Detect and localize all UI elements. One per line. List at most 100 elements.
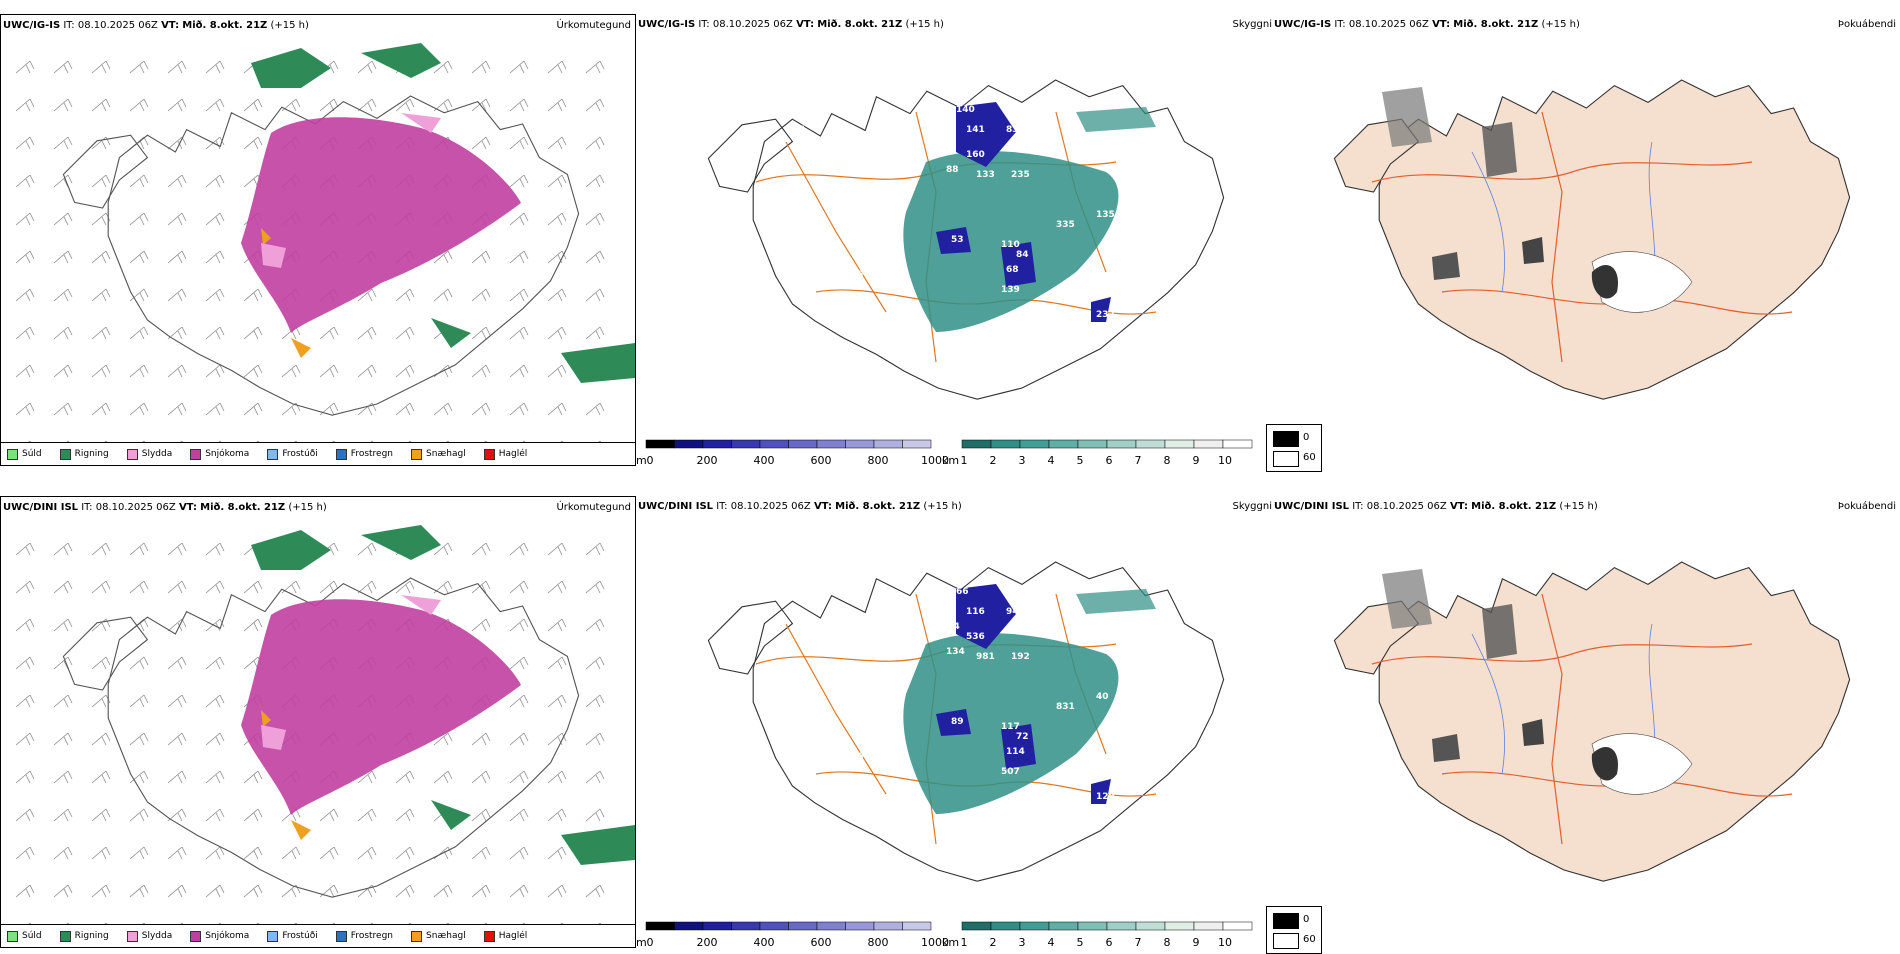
vt-label: VT: [813, 501, 832, 512]
visibility-tick: 7 [1134, 454, 1142, 467]
legend-item: Súld [7, 930, 42, 942]
legend-swatch [59, 930, 71, 942]
ceiling-value-label: 831 [1056, 702, 1075, 712]
ceiling-value-label: 145 [876, 742, 895, 752]
ceiling-value-label: 84 [1016, 250, 1029, 260]
legend-swatch [7, 448, 18, 460]
legend-item: Rigning [59, 448, 109, 460]
legend-swatch [7, 930, 18, 942]
legend-label: Snjókoma [205, 449, 250, 459]
it-label: IT: [81, 502, 93, 513]
ceiling-tick: 800 [867, 936, 889, 949]
ceiling-value-label: 53 [836, 275, 849, 285]
it-label: IT: [716, 501, 728, 512]
ceiling-value-label: 116 [966, 607, 985, 617]
visibility-colorbar: km 1 2 3 4 5 6 7 8 9 10 [942, 920, 1258, 950]
legend-swatch [59, 448, 71, 460]
legend-item: Haglél [483, 930, 527, 942]
legend-label: Haglél [498, 449, 528, 459]
ceiling-value-label: 72 [1016, 732, 1029, 742]
ceiling-tick: 200 [696, 936, 718, 949]
ceiling-value-label: 110 [1001, 240, 1020, 250]
ceiling-value-label: 129 [1096, 792, 1115, 802]
legend-label: Snæhagl [426, 449, 466, 459]
precip-legend: Súld Rigning Slydda Snjókoma Frostúði Fr… [1, 442, 635, 465]
vt-label: VT: [178, 502, 197, 513]
fog-legend-white-label: 60 [1303, 452, 1316, 463]
fog-legend-black-label: 0 [1303, 914, 1310, 925]
vt-label: VT: [796, 19, 815, 30]
vt-value: Mið. 8.okt. 21Z [1453, 19, 1539, 30]
fog-area [1382, 87, 1693, 313]
ceiling-tick: 600 [810, 936, 832, 949]
ceiling-units: m [636, 936, 647, 949]
ceiling-value-label: 133 [976, 170, 995, 180]
fog-legend-white [1273, 933, 1299, 949]
ceiling-value-label: 53 [951, 235, 964, 245]
panel-title: Þokuábendi [1837, 19, 1896, 30]
legend-item: Frostregn [335, 448, 394, 460]
model-name: UWC/IG-IS [638, 19, 696, 30]
ceiling-tick: 800 [867, 454, 889, 467]
ceiling-tick: 1000 [921, 936, 949, 949]
vt-label: VT: [1449, 501, 1468, 512]
ceiling-value-label: 335 [1056, 220, 1075, 230]
ceiling-value-label: 84 [956, 837, 969, 847]
fog-area [1382, 569, 1693, 795]
it-value: 08.10.2025 06Z [95, 502, 176, 513]
panel-header: UWC/DINI ISL IT: 08.10.2025 06Z VT: Mið.… [1274, 501, 1598, 512]
ceiling-value-label: 141 [966, 125, 985, 135]
ceiling-value-label: 114 [1006, 747, 1025, 757]
panel-header: UWC/IG-IS IT: 08.10.2025 06Z VT: Mið. 8.… [1274, 19, 1580, 30]
vt-value: Mið. 8.okt. 21Z [835, 501, 921, 512]
it-value: 08.10.2025 06Z [77, 20, 158, 31]
legend-item: Snæhagl [411, 448, 466, 460]
visibility-panel: UWC/IG-IS IT: 08.10.2025 06Z VT: Mið. 8.… [636, 14, 1272, 468]
legend-swatch [483, 448, 495, 460]
lead-time: (+15 h) [923, 501, 962, 512]
ceiling-value-label: 68 [1006, 265, 1019, 275]
ceiling-value-label: 60 [941, 140, 954, 150]
precip-map [15, 525, 635, 925]
ceiling-value-label: 122 [1016, 587, 1035, 597]
fog-legend-black [1273, 431, 1299, 447]
legend-label: Rigning [74, 931, 109, 941]
vt-value: Mið. 8.okt. 21Z [182, 20, 268, 31]
ceiling-value-label: 135 [1096, 210, 1115, 220]
panel-title: Þokuábendi [1837, 501, 1896, 512]
visibility-tick: 5 [1076, 454, 1084, 467]
ceiling-value-label: 57 [956, 355, 969, 365]
legend-label: Frostregn [350, 449, 394, 459]
visibility-tick: 1 [960, 936, 968, 949]
legend-item: Slydda [126, 930, 172, 942]
visibility-tick: 2 [989, 454, 997, 467]
ceiling-value-label: 76 [761, 577, 774, 587]
legend-swatch [411, 930, 423, 942]
it-value: 08.10.2025 06Z [1366, 501, 1447, 512]
visibility-tick: 6 [1105, 936, 1113, 949]
lead-time: (+15 h) [270, 20, 309, 31]
it-value: 08.10.2025 06Z [712, 19, 793, 30]
fog-legend-black [1273, 913, 1299, 929]
panel-header: UWC/IG-IS IT: 08.10.2025 06Z VT: Mið. 8.… [3, 20, 309, 31]
ceiling-value-label: 235 [1011, 170, 1030, 180]
visibility-tick: 3 [1018, 936, 1026, 949]
hail-area [261, 710, 311, 840]
ceiling-value-label: 66 [956, 587, 969, 597]
model-name: UWC/DINI ISL [1274, 501, 1350, 512]
panel-title: Skyggni [1232, 501, 1272, 512]
low-visibility-area [903, 107, 1156, 332]
legend-item: Haglél [483, 448, 528, 460]
ceiling-colorbar: m 0 200 400 600 800 1000 [636, 438, 949, 468]
visibility-tick: 4 [1047, 936, 1055, 949]
legend-item: Frostúði [267, 448, 318, 460]
ceiling-value-label: 536 [966, 632, 985, 642]
fog-legend-black-label: 0 [1303, 432, 1310, 443]
precip-legend: Súld Rigning Slydda Snjókoma Frostúði Fr… [1, 924, 635, 947]
visibility-tick: 7 [1134, 936, 1142, 949]
legend-item: Súld [7, 448, 42, 460]
lead-time: (+15 h) [288, 502, 327, 513]
snow-area [241, 599, 521, 815]
